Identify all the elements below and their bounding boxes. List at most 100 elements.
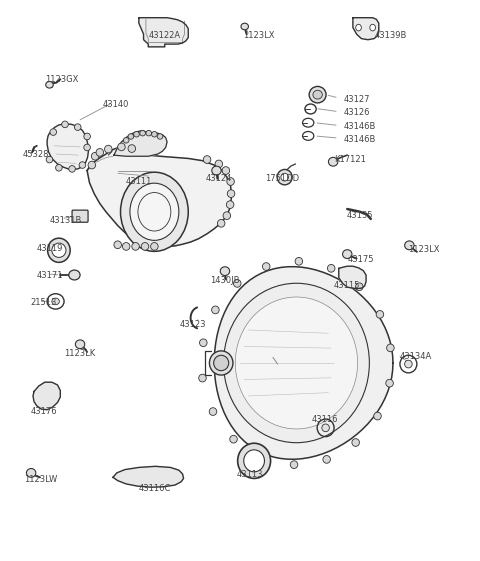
Ellipse shape (209, 408, 217, 415)
Ellipse shape (290, 461, 298, 468)
Ellipse shape (141, 242, 149, 250)
Text: 43116: 43116 (312, 415, 338, 424)
Ellipse shape (46, 81, 53, 88)
Ellipse shape (227, 178, 234, 185)
Ellipse shape (26, 468, 36, 477)
Text: K17121: K17121 (334, 155, 366, 164)
Ellipse shape (69, 270, 80, 280)
Ellipse shape (223, 212, 230, 219)
Ellipse shape (230, 435, 237, 443)
Ellipse shape (50, 129, 57, 135)
Ellipse shape (224, 283, 369, 443)
Ellipse shape (313, 90, 323, 99)
Ellipse shape (295, 257, 302, 265)
Text: 43140: 43140 (102, 100, 129, 109)
Ellipse shape (209, 351, 233, 375)
Ellipse shape (356, 24, 361, 31)
Text: 1123LW: 1123LW (24, 475, 58, 484)
Ellipse shape (343, 250, 352, 259)
Text: 1430JB: 1430JB (210, 276, 240, 285)
Ellipse shape (263, 263, 270, 270)
Ellipse shape (128, 145, 135, 153)
Polygon shape (33, 382, 60, 410)
Polygon shape (214, 266, 393, 459)
Ellipse shape (356, 283, 363, 291)
Ellipse shape (212, 166, 221, 175)
Ellipse shape (258, 454, 265, 462)
Text: 1123GX: 1123GX (45, 75, 78, 84)
Ellipse shape (227, 201, 234, 209)
Ellipse shape (96, 149, 104, 157)
Ellipse shape (79, 162, 86, 168)
Ellipse shape (62, 121, 68, 128)
Ellipse shape (241, 23, 249, 30)
Ellipse shape (132, 242, 139, 250)
Ellipse shape (157, 134, 163, 139)
Ellipse shape (281, 173, 288, 181)
Text: 43116C: 43116C (138, 484, 170, 493)
Ellipse shape (405, 360, 412, 368)
Ellipse shape (214, 355, 228, 371)
Ellipse shape (74, 124, 81, 130)
Text: 1123LK: 1123LK (64, 348, 96, 357)
Text: 43122A: 43122A (149, 31, 181, 40)
Polygon shape (353, 18, 379, 40)
Text: 45328: 45328 (23, 150, 49, 159)
Ellipse shape (146, 130, 152, 136)
Ellipse shape (118, 143, 125, 151)
Polygon shape (114, 131, 167, 157)
Ellipse shape (244, 450, 264, 472)
Text: 43135: 43135 (347, 211, 373, 220)
Ellipse shape (123, 137, 129, 143)
Ellipse shape (128, 134, 134, 139)
Ellipse shape (199, 374, 206, 382)
Ellipse shape (228, 190, 235, 197)
Ellipse shape (84, 144, 90, 151)
Ellipse shape (217, 219, 225, 227)
Ellipse shape (69, 165, 75, 172)
Ellipse shape (212, 306, 219, 314)
Ellipse shape (352, 439, 360, 447)
Ellipse shape (75, 340, 85, 349)
Ellipse shape (52, 298, 60, 305)
Ellipse shape (327, 264, 335, 272)
Ellipse shape (140, 130, 145, 136)
Text: 43176: 43176 (31, 407, 57, 416)
Text: 43119: 43119 (37, 244, 63, 253)
Ellipse shape (46, 157, 53, 163)
Ellipse shape (204, 156, 211, 163)
Text: 43127: 43127 (344, 95, 370, 104)
Ellipse shape (238, 443, 271, 479)
Text: 43126: 43126 (344, 108, 370, 117)
Text: 43146B: 43146B (344, 122, 376, 131)
Ellipse shape (374, 412, 381, 420)
Text: 21513: 21513 (31, 298, 57, 307)
Ellipse shape (405, 241, 414, 250)
Text: 43139B: 43139B (374, 31, 407, 40)
Ellipse shape (122, 242, 130, 250)
Text: 43111: 43111 (126, 177, 152, 186)
Ellipse shape (114, 241, 121, 249)
Ellipse shape (88, 161, 96, 169)
Text: 43146B: 43146B (344, 135, 376, 144)
Ellipse shape (370, 24, 375, 31)
Ellipse shape (84, 133, 90, 140)
Text: 43123: 43123 (180, 320, 206, 329)
Text: 43134A: 43134A (400, 352, 432, 361)
Ellipse shape (105, 145, 112, 153)
Ellipse shape (328, 157, 338, 166)
Ellipse shape (233, 279, 241, 287)
Text: 43131B: 43131B (49, 215, 82, 224)
Ellipse shape (151, 242, 158, 250)
Ellipse shape (235, 297, 358, 429)
Ellipse shape (120, 172, 188, 251)
Text: 43175: 43175 (347, 255, 374, 264)
Polygon shape (47, 124, 88, 169)
Text: 43113: 43113 (236, 470, 263, 479)
Ellipse shape (52, 243, 66, 257)
FancyBboxPatch shape (72, 210, 88, 222)
Text: 43171: 43171 (37, 270, 63, 279)
Ellipse shape (277, 169, 292, 185)
Polygon shape (87, 147, 231, 246)
Polygon shape (139, 18, 188, 47)
